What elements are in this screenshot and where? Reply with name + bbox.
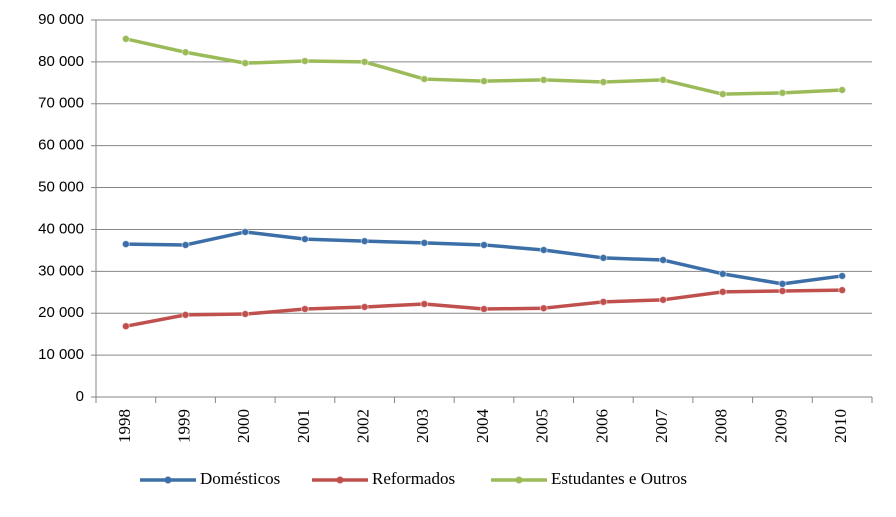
x-tick-label: 1998 <box>115 409 134 443</box>
y-tick-label: 90 000 <box>38 11 84 28</box>
point <box>838 85 847 94</box>
point <box>241 59 250 68</box>
point <box>241 227 250 236</box>
point <box>659 75 668 84</box>
point <box>300 235 309 244</box>
point <box>360 237 369 246</box>
point <box>659 295 668 304</box>
x-tick-label: 2001 <box>294 409 313 443</box>
y-tick-label: 40 000 <box>38 220 84 237</box>
point <box>778 279 787 288</box>
point <box>778 287 787 296</box>
legend-label: Estudantes e Outros <box>551 469 687 488</box>
x-tick-label: 2002 <box>354 409 373 443</box>
point <box>480 240 488 249</box>
x-tick-label: 2008 <box>712 409 731 443</box>
point <box>480 305 488 314</box>
point <box>241 310 250 319</box>
legend-point <box>515 476 523 484</box>
x-tick-label: 2006 <box>592 409 611 443</box>
point <box>300 305 309 314</box>
y-tick-label: 20 000 <box>38 304 84 321</box>
legend-label: Domésticos <box>200 469 280 488</box>
point <box>420 75 429 84</box>
y-tick-label: 0 <box>76 388 84 405</box>
point <box>121 240 130 249</box>
point <box>599 297 608 306</box>
series-line <box>125 37 843 96</box>
x-tick-label: 2007 <box>652 409 671 444</box>
x-tick-label: 2003 <box>413 409 432 443</box>
point <box>360 57 369 66</box>
point <box>420 300 429 309</box>
point <box>181 310 190 319</box>
y-tick-label: 30 000 <box>38 262 84 279</box>
point <box>121 34 130 43</box>
y-tick-label: 50 000 <box>38 179 84 196</box>
point <box>539 75 548 84</box>
x-tick-label: 2005 <box>533 409 552 443</box>
point <box>480 77 488 86</box>
point <box>181 240 190 249</box>
point <box>599 77 608 86</box>
y-tick-label: 60 000 <box>38 137 84 154</box>
point <box>539 245 548 254</box>
point <box>599 253 608 262</box>
point <box>360 302 369 311</box>
point <box>838 286 847 295</box>
point <box>718 287 727 296</box>
x-tick-label: 2004 <box>473 409 492 444</box>
x-tick-label: 2000 <box>234 409 253 443</box>
legend-point <box>336 476 344 484</box>
legend-label: Reformados <box>372 469 455 488</box>
point <box>718 269 727 278</box>
point <box>838 271 847 280</box>
point <box>300 57 309 66</box>
point <box>659 256 668 265</box>
legend-point <box>164 476 172 484</box>
point <box>121 322 130 331</box>
y-tick-label: 80 000 <box>38 53 84 70</box>
x-tick-label: 2009 <box>771 409 790 443</box>
series-line <box>125 230 843 286</box>
x-tick-label: 2010 <box>831 409 850 443</box>
point <box>181 48 190 57</box>
point <box>718 90 727 99</box>
point <box>420 238 429 247</box>
y-tick-label: 70 000 <box>38 95 84 112</box>
point <box>778 88 787 97</box>
y-tick-label: 10 000 <box>38 346 84 363</box>
x-tick-label: 1999 <box>174 409 193 443</box>
point <box>539 304 548 313</box>
